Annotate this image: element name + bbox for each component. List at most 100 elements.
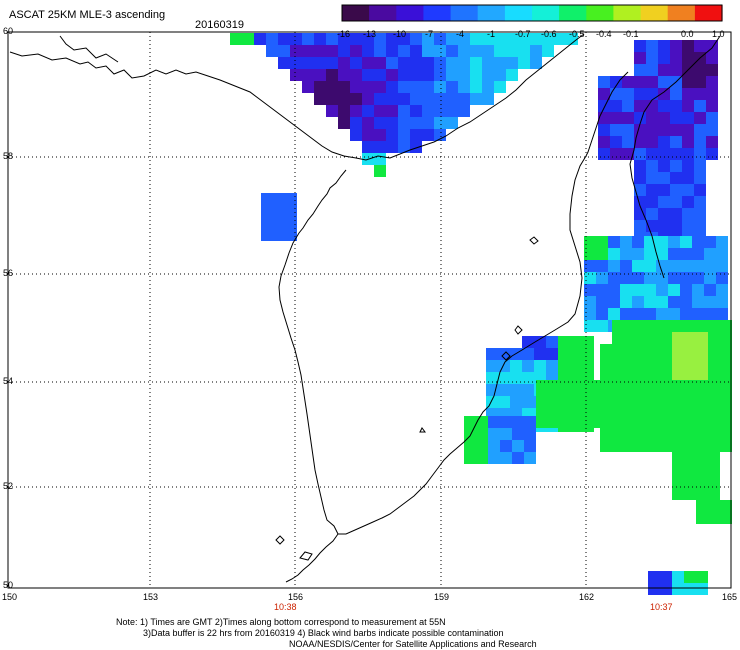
data-cell: [682, 52, 694, 64]
data-cell: [386, 117, 398, 129]
data-cell: [680, 236, 692, 248]
data-cell: [708, 392, 720, 404]
data-cell: [458, 105, 470, 117]
colorbar-frame: [341, 4, 723, 22]
data-cell: [524, 428, 536, 440]
data-cell: [648, 368, 660, 380]
chart-date: 20160319: [195, 19, 244, 31]
data-cell: [706, 52, 718, 64]
data-cell: [706, 112, 718, 124]
data-cell: [632, 260, 644, 272]
data-cell: [572, 404, 584, 416]
data-cell: [620, 308, 632, 320]
data-cell: [636, 332, 648, 344]
colorbar-label: -7: [425, 29, 434, 39]
data-cell: [694, 136, 706, 148]
lon-label-162: 162: [579, 592, 595, 602]
data-cell: [672, 464, 684, 476]
data-cell: [648, 583, 660, 595]
data-cell: [446, 57, 458, 69]
data-cell: [546, 336, 558, 348]
data-cell: [374, 117, 386, 129]
data-cell: [672, 344, 684, 356]
data-cell: [636, 392, 648, 404]
data-cell: [656, 248, 668, 260]
data-cell: [624, 404, 636, 416]
data-cell: [422, 93, 434, 105]
data-cell: [682, 124, 694, 136]
data-cell: [624, 380, 636, 392]
data-cell: [672, 416, 684, 428]
data-cell: [470, 45, 482, 57]
data-cell: [658, 100, 670, 112]
colorbar-swatch: [396, 5, 424, 21]
data-cell: [596, 296, 608, 308]
lat-label-56: 56: [3, 268, 14, 278]
data-cell: [398, 69, 410, 81]
data-cell: [682, 100, 694, 112]
data-cell: [266, 33, 278, 45]
data-cell: [374, 57, 386, 69]
data-cell: [648, 380, 660, 392]
data-cell: [658, 76, 670, 88]
data-cell: [624, 392, 636, 404]
data-cell: [458, 93, 470, 105]
data-cell: [646, 52, 658, 64]
data-cell: [506, 69, 518, 81]
data-cell: [285, 205, 297, 217]
data-cell: [672, 320, 684, 332]
data-cell: [720, 440, 732, 452]
data-cell: [646, 124, 658, 136]
data-cell: [476, 452, 488, 464]
data-cell: [684, 332, 696, 344]
data-cell: [570, 336, 582, 348]
data-cell: [708, 500, 720, 512]
data-cell: [682, 196, 694, 208]
data-cell: [648, 356, 660, 368]
data-cell: [658, 112, 670, 124]
island-6: [419, 427, 426, 433]
data-cell: [680, 272, 692, 284]
data-cell: [684, 404, 696, 416]
data-cell: [488, 452, 500, 464]
data-cell: [658, 160, 670, 172]
data-cell: [624, 428, 636, 440]
data-cell: [600, 356, 612, 368]
data-cell: [692, 272, 704, 284]
data-cell: [273, 205, 285, 217]
data-cell: [624, 368, 636, 380]
data-cell: [622, 100, 634, 112]
data-cell: [386, 45, 398, 57]
data-cell: [646, 148, 658, 160]
data-cell: [482, 69, 494, 81]
data-cell: [660, 344, 672, 356]
data-cell: [598, 88, 610, 100]
data-cell: [596, 308, 608, 320]
data-cell: [524, 416, 536, 428]
data-cell: [596, 380, 608, 392]
data-cell: [486, 396, 498, 408]
data-cell: [672, 428, 684, 440]
data-cell: [634, 136, 646, 148]
data-cell: [374, 129, 386, 141]
coastline-northeast: [585, 71, 629, 157]
data-cell: [261, 205, 273, 217]
data-cell: [488, 440, 500, 452]
data-cell: [632, 308, 644, 320]
data-cell: [634, 184, 646, 196]
data-cell: [648, 320, 660, 332]
data-cell: [716, 284, 728, 296]
time-label-first: 10:38: [274, 602, 297, 612]
data-cell: [446, 33, 458, 45]
data-cell: [684, 440, 696, 452]
data-cell: [636, 320, 648, 332]
data-cell: [684, 380, 696, 392]
data-cell: [374, 93, 386, 105]
lon-label-165: 165: [722, 592, 738, 602]
data-cell: [302, 57, 314, 69]
data-cell: [494, 33, 506, 45]
data-cell: [434, 105, 446, 117]
map-frame: [7, 31, 732, 589]
data-cell: [692, 260, 704, 272]
data-cell: [622, 124, 634, 136]
